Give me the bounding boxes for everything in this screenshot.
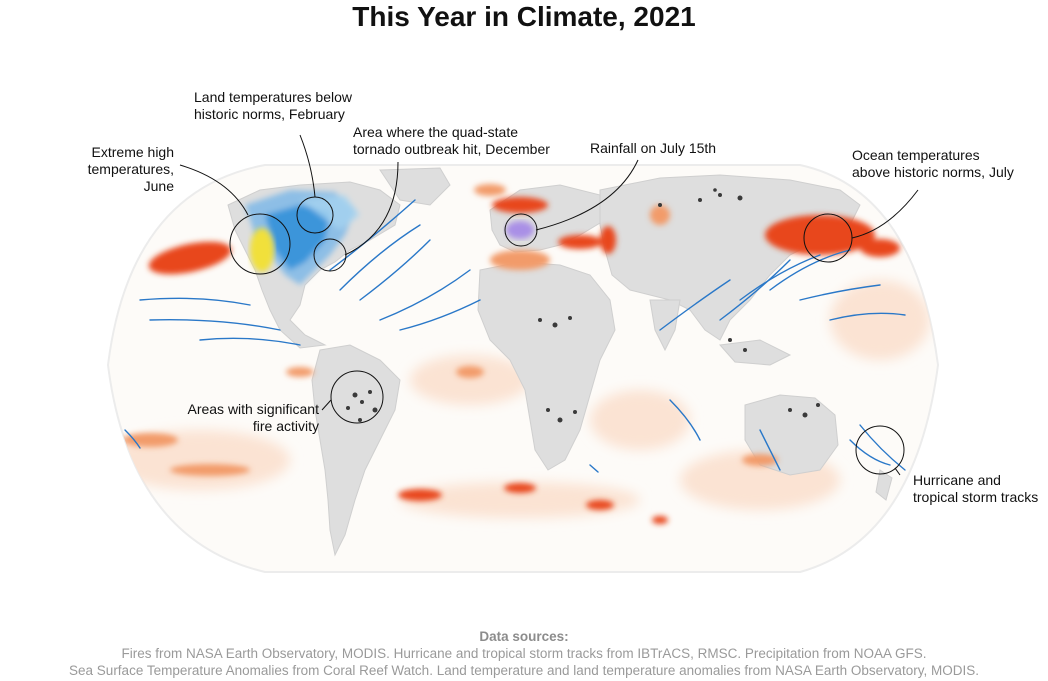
land-temperature-cold	[245, 190, 360, 285]
annotation-line: above historic norms, July	[852, 164, 1014, 180]
new-zealand	[875, 469, 893, 501]
annotation-line: Areas with significant	[187, 401, 319, 417]
data-sources: Data sources: Fires from NASA Earth Obse…	[0, 628, 1048, 679]
annotation-land-cold: Land temperatures below historic norms, …	[194, 89, 374, 123]
annotation-line: Rainfall on July 15th	[590, 140, 717, 156]
annotation-line: temperatures, June	[87, 161, 174, 194]
annotation-line: fire activity	[252, 418, 319, 434]
leader-lines	[179, 134, 919, 476]
sources-line: Fires from NASA Earth Observatory, MODIS…	[121, 646, 927, 661]
annotation-rainfall: Rainfall on July 15th	[590, 140, 740, 157]
sources-line: Sea Surface Temperature Anomalies from C…	[69, 663, 979, 678]
annotation-hurricanes: Hurricane and tropical storm tracks	[913, 472, 1043, 506]
annotation-line: Land temperatures below	[194, 89, 352, 105]
southeast-asia	[718, 339, 792, 366]
ocean-temperature-moderate	[122, 184, 778, 476]
africa	[477, 261, 616, 471]
extreme-heat-patch	[250, 228, 274, 272]
page-title: This Year in Climate, 2021	[352, 1, 696, 32]
annotation-line: Hurricane and	[913, 472, 1001, 488]
storm-tracks	[124, 199, 906, 473]
rainfall-patch	[506, 221, 534, 239]
annotation-line: Extreme high	[91, 144, 174, 160]
annotation-fires: Areas with significant fire activity	[160, 401, 319, 435]
annotation-line: Ocean temperatures	[852, 147, 980, 163]
circle-hurricanes	[855, 425, 905, 475]
annotation-line: tropical storm tracks	[913, 489, 1039, 505]
annotation-tornado: Area where the quad-state tornado outbre…	[353, 124, 563, 158]
fire-activity	[346, 188, 820, 423]
south-america	[311, 344, 401, 557]
annotation-line: Area where the quad-state	[353, 124, 518, 140]
annotation-line: historic norms, February	[194, 106, 345, 122]
annotation-line: tornado outbreak hit, December	[353, 141, 550, 157]
ocean-temperature-warm	[148, 197, 900, 524]
circle-fires	[330, 370, 384, 424]
annotation-ocean-warm: Ocean temperatures above historic norms,…	[852, 147, 1032, 181]
sources-heading: Data sources:	[479, 629, 569, 644]
annotation-extreme-heat: Extreme high temperatures, June	[60, 144, 174, 195]
circle-extreme-heat	[229, 213, 291, 275]
india	[649, 299, 681, 352]
